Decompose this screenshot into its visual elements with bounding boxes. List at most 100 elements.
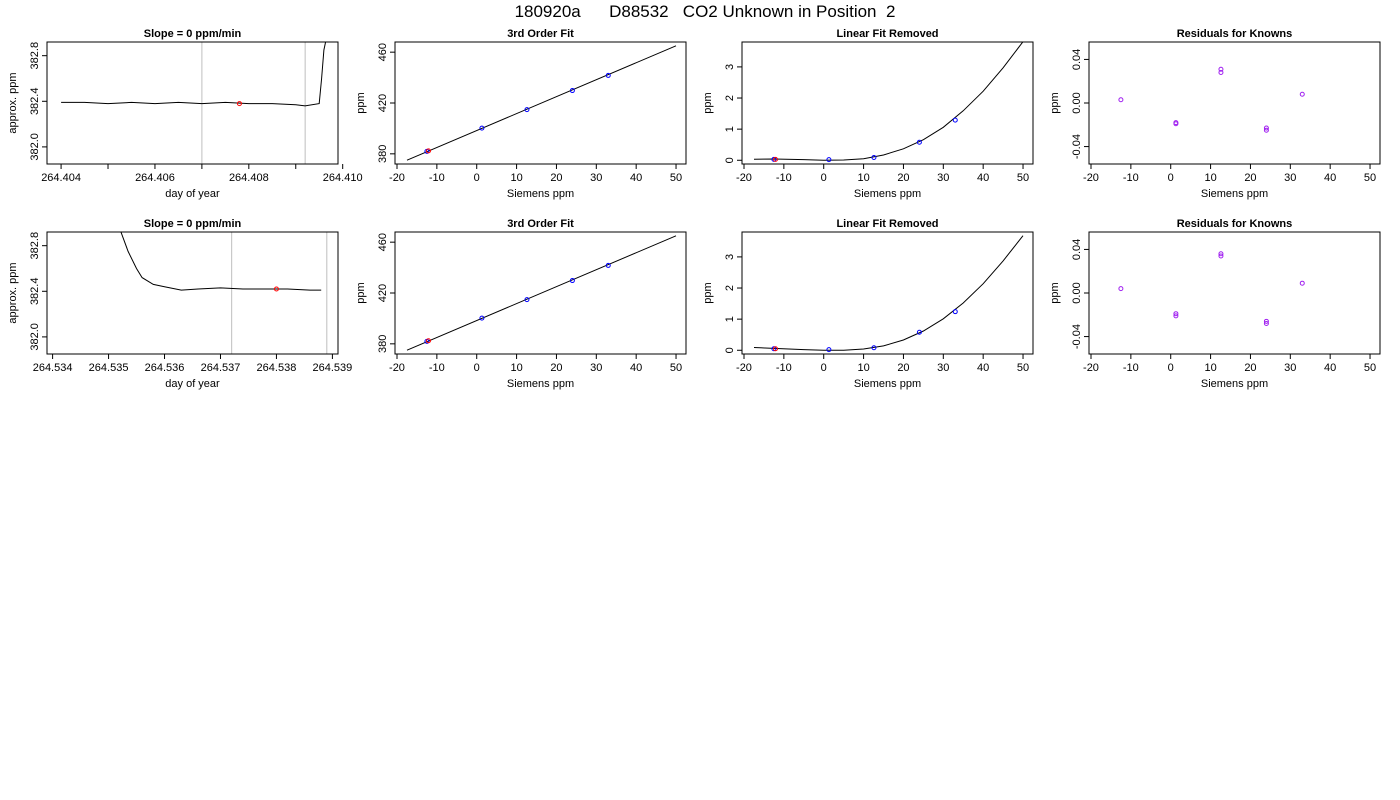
data-point: [273, 286, 279, 292]
x-tick-label: -10: [429, 362, 445, 374]
x-tick-label: 30: [937, 362, 949, 374]
y-tick-label: -0.04: [1071, 324, 1083, 349]
chart-r1-resid: Residuals for Knowns -20 -10 0 10 20 30 40 50 -0.…: [1049, 28, 1381, 200]
x-tick-label: 30: [1284, 362, 1296, 374]
x-tick-label: -10: [1123, 172, 1139, 184]
y-tick-label: 0.04: [1071, 239, 1083, 260]
data-point: [1173, 311, 1179, 317]
y-tick-label: 380: [377, 335, 389, 353]
y-tick-label: 3: [724, 64, 736, 70]
series-line: [406, 235, 677, 351]
data-point: [1299, 91, 1305, 97]
chart-r1-fit: 3rd Order Fit -20 -10 0 10 20 30 40 50 380 420 460 S…: [355, 28, 687, 200]
series-line: [753, 42, 1024, 161]
data-point: [772, 156, 778, 162]
chart-title: Linear Fit Removed: [836, 218, 938, 230]
series-line: [753, 235, 1024, 351]
x-tick-label: -20: [736, 362, 752, 374]
x-axis-label: Siemens ppm: [854, 188, 921, 200]
chart-r1-linear: Linear Fit Removed -20 -10 0 10 20 30 40 50 0 1 2 3 S…: [702, 28, 1034, 200]
y-tick-label: 3: [724, 254, 736, 260]
y-axis-label: ppm: [1049, 282, 1061, 303]
y-axis-label: ppm: [702, 282, 714, 303]
y-tick-label: 0.00: [1071, 92, 1083, 113]
plot-frame: [741, 231, 1034, 355]
page-title: 180920a D88532 CO2 Unknown in Position 2: [514, 2, 896, 21]
data-point: [1263, 318, 1269, 324]
x-tick-label: 50: [670, 362, 682, 374]
x-tick-label: 50: [1364, 172, 1376, 184]
plot-frame: [46, 41, 339, 165]
x-tick-label: 10: [510, 172, 522, 184]
y-axis-label: ppm: [1049, 92, 1061, 113]
y-axis-label: approx. ppm: [7, 262, 19, 323]
y-tick-label: 460: [377, 43, 389, 61]
data-point: [524, 297, 530, 303]
y-tick-label: 0.04: [1071, 49, 1083, 70]
chart-title: Slope = 0 ppm/min: [144, 28, 242, 40]
chart-title: Residuals for Knowns: [1177, 218, 1293, 230]
chart-r2-linear: Linear Fit Removed -20 -10 0 10 20 30 40 50 0 1 2 3 S…: [702, 218, 1034, 390]
y-tick-label: 1: [724, 316, 736, 322]
data-point: [1218, 253, 1224, 259]
x-tick-label: 40: [630, 172, 642, 184]
x-tick-label: 264.408: [229, 172, 269, 184]
x-axis-label: day of year: [165, 378, 220, 390]
x-tick-label: 10: [857, 362, 869, 374]
x-tick-label: 40: [630, 362, 642, 374]
series-line: [61, 42, 327, 107]
y-tick-label: 382.0: [29, 323, 41, 351]
data-point: [1263, 127, 1269, 133]
chart-title: Residuals for Knowns: [1177, 28, 1293, 40]
data-point: [479, 315, 485, 321]
x-tick-label: 20: [1244, 362, 1256, 374]
data-point: [1263, 125, 1269, 131]
data-point: [1118, 97, 1124, 103]
data-point: [826, 157, 832, 163]
x-tick-label: 0: [1168, 362, 1174, 374]
chart-title: 3rd Order Fit: [507, 28, 574, 40]
data-point: [916, 329, 922, 335]
x-tick-label: -20: [389, 172, 405, 184]
x-tick-label: -20: [1083, 362, 1099, 374]
x-tick-label: 264.534: [33, 362, 73, 374]
x-tick-label: 20: [897, 172, 909, 184]
y-tick-label: -0.04: [1071, 134, 1083, 159]
x-tick-label: 30: [1284, 172, 1296, 184]
x-axis-label: Siemens ppm: [507, 378, 574, 390]
data-point: [1218, 66, 1224, 72]
y-tick-label: 0.00: [1071, 282, 1083, 303]
x-axis-label: Siemens ppm: [854, 378, 921, 390]
data-point: [569, 278, 575, 284]
x-tick-label: 264.536: [145, 362, 185, 374]
chart-r1-time: Slope = 0 ppm/min 264.404 264.406 264.408 26…: [7, 28, 363, 200]
y-axis-label: approx. ppm: [7, 72, 19, 133]
plot-frame: [1088, 231, 1381, 355]
y-tick-label: 382.8: [29, 42, 41, 70]
data-point: [524, 107, 530, 113]
x-tick-label: -20: [736, 172, 752, 184]
x-tick-label: 264.410: [323, 172, 363, 184]
data-point: [1173, 313, 1179, 319]
data-point: [826, 347, 832, 353]
data-point: [605, 262, 611, 268]
data-point: [871, 154, 877, 160]
y-tick-label: 382.0: [29, 133, 41, 161]
x-tick-label: 50: [1364, 362, 1376, 374]
x-tick-label: 40: [977, 172, 989, 184]
x-tick-label: 264.537: [201, 362, 241, 374]
data-point: [1118, 286, 1124, 292]
data-point: [916, 139, 922, 145]
x-tick-label: 10: [1204, 362, 1216, 374]
data-point: [952, 117, 958, 123]
data-point: [569, 88, 575, 94]
x-tick-label: 20: [897, 362, 909, 374]
x-tick-label: -10: [776, 172, 792, 184]
series-line: [120, 232, 322, 291]
x-tick-label: 40: [1324, 362, 1336, 374]
chart-title: Linear Fit Removed: [836, 28, 938, 40]
y-tick-label: 0: [724, 157, 736, 163]
x-tick-label: 0: [821, 362, 827, 374]
y-tick-label: 460: [377, 233, 389, 251]
y-axis-label: ppm: [702, 92, 714, 113]
